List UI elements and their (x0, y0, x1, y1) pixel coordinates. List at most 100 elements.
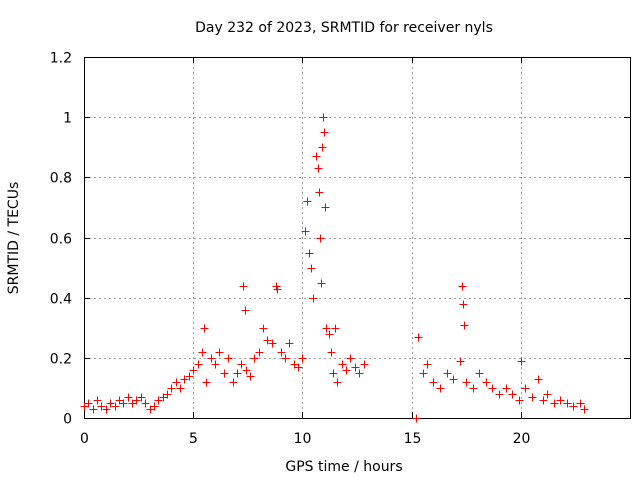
x-tick-label: 15 (404, 431, 422, 447)
data-point (224, 354, 233, 363)
data-point (563, 399, 572, 408)
data-point (167, 384, 176, 393)
data-point (106, 399, 115, 408)
data-point (132, 396, 141, 405)
data-point (97, 402, 106, 411)
data-point (460, 321, 469, 330)
data-point (198, 348, 207, 357)
data-point (277, 348, 286, 357)
data-point (303, 197, 312, 206)
data-point (329, 369, 338, 378)
data-point (325, 330, 334, 339)
data-point (333, 378, 342, 387)
data-point (150, 402, 159, 411)
data-point (233, 369, 242, 378)
y-axis-label: SRMTID / TECUs (6, 182, 22, 295)
data-point (315, 188, 324, 197)
data-point (458, 282, 467, 291)
data-point (154, 396, 163, 405)
data-point (327, 348, 336, 357)
data-point (301, 227, 310, 236)
data-point (237, 360, 246, 369)
data-point (259, 324, 268, 333)
data-point (419, 369, 428, 378)
data-point (263, 336, 272, 345)
data-point (215, 348, 224, 357)
data-point (189, 366, 198, 375)
data-point (119, 399, 128, 408)
data-point (312, 152, 321, 161)
y-tick-label: 1 (63, 111, 72, 127)
data-point (250, 354, 259, 363)
data-point (320, 128, 329, 137)
data-point (342, 366, 351, 375)
data-point (239, 282, 248, 291)
data-point (459, 300, 468, 309)
data-point (317, 279, 326, 288)
data-point (137, 393, 146, 402)
data-point (412, 414, 421, 423)
data-point (517, 357, 526, 366)
data-point (200, 324, 209, 333)
data-point (124, 393, 133, 402)
data-point (423, 360, 432, 369)
x-axis-label: GPS time / hours (285, 459, 402, 475)
data-point (346, 354, 355, 363)
data-point (576, 399, 585, 408)
data-point (229, 378, 238, 387)
data-point (111, 402, 120, 411)
data-point (534, 375, 543, 384)
data-point (89, 405, 98, 414)
data-point (462, 378, 471, 387)
data-point (84, 399, 93, 408)
data-point (316, 234, 325, 243)
data-point (242, 366, 251, 375)
data-point (502, 384, 511, 393)
data-point (443, 369, 452, 378)
data-point (246, 372, 255, 381)
y-tick-label: 1.2 (50, 51, 72, 67)
data-point (414, 333, 423, 342)
x-tick-label: 20 (513, 431, 531, 447)
x-tick-label: 0 (80, 431, 89, 447)
data-point (319, 113, 328, 122)
data-point (241, 306, 250, 315)
data-point (580, 405, 589, 414)
axis-ticks: 0 5 10 15 20 0 0.2 0.4 0.6 0.8 1 1.2 (50, 51, 630, 447)
x-tick-label: 10 (294, 431, 312, 447)
data-point (163, 390, 172, 399)
data-point (255, 348, 264, 357)
data-point (318, 143, 327, 152)
data-point (488, 384, 497, 393)
data-point (141, 399, 150, 408)
data-point (285, 339, 294, 348)
data-point (307, 264, 316, 273)
data-point (556, 396, 565, 405)
data-point (202, 378, 211, 387)
data-point (93, 396, 102, 405)
data-point (482, 378, 491, 387)
data-point (281, 354, 290, 363)
data-point (355, 369, 364, 378)
data-point (539, 396, 548, 405)
data-point (309, 294, 318, 303)
data-point (429, 378, 438, 387)
data-point (180, 375, 189, 384)
data-point (351, 363, 360, 372)
data-point (528, 393, 537, 402)
data-point (331, 324, 340, 333)
y-tick-label: 0.2 (50, 352, 72, 368)
data-point (305, 249, 314, 258)
y-tick-label: 0 (63, 412, 72, 428)
data-point (102, 405, 111, 414)
grid (84, 57, 630, 418)
data-point (569, 402, 578, 411)
data-point (475, 369, 484, 378)
data-point (314, 164, 323, 173)
data-points (80, 113, 589, 423)
data-point (508, 390, 517, 399)
data-point (436, 384, 445, 393)
data-point (298, 354, 307, 363)
data-point (338, 360, 347, 369)
